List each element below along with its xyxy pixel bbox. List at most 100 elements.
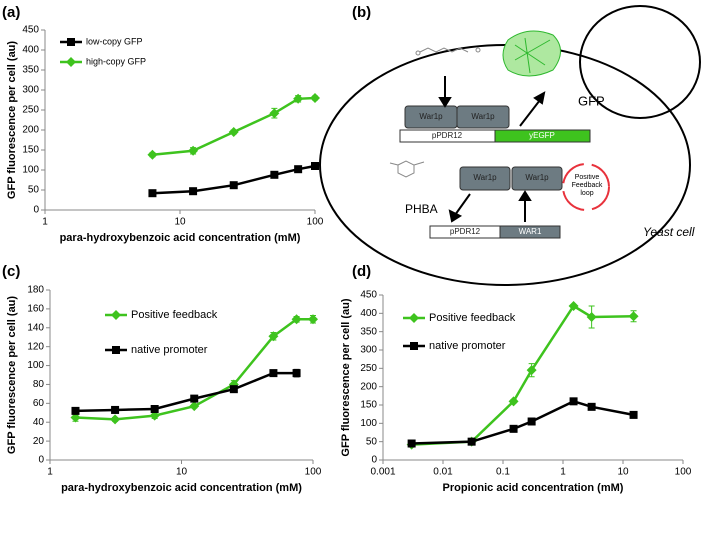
x-tick-label: 100 xyxy=(307,217,324,228)
protein-label: War1p xyxy=(525,173,549,182)
marker xyxy=(291,314,302,325)
product-label: GFP xyxy=(578,93,605,108)
marker xyxy=(111,405,120,414)
x-axis-title: Propionic acid concentration (mM) xyxy=(443,482,624,494)
inducer-label: PHBA xyxy=(405,202,438,216)
y-tick-label: 0 xyxy=(33,205,39,216)
y-tick-label: 250 xyxy=(22,105,39,116)
marker xyxy=(308,314,318,325)
y-tick-label: 300 xyxy=(22,85,39,96)
x-tick-label: 0.01 xyxy=(433,467,453,478)
marker xyxy=(70,412,81,423)
legend-label: Positive feedback xyxy=(429,312,516,324)
cell-label: Yeast cell xyxy=(643,225,695,239)
legend-label: native promoter xyxy=(429,340,506,352)
marker xyxy=(189,401,200,412)
y-tick-label: 150 xyxy=(22,145,39,156)
feedback-loop xyxy=(562,163,610,211)
protein-label: War1p xyxy=(419,112,443,121)
marker xyxy=(568,301,579,311)
marker xyxy=(67,38,75,46)
y-tick-label: 0 xyxy=(371,455,377,466)
protein-box xyxy=(456,105,510,129)
y-tick-label: 120 xyxy=(27,341,44,352)
series-line xyxy=(75,371,297,413)
marker xyxy=(407,439,416,448)
legend-label: high-copy GFP xyxy=(86,56,146,66)
arrows xyxy=(438,76,546,223)
gene-box xyxy=(499,225,561,239)
molecule-icon xyxy=(389,160,425,178)
x-tick-label: 1 xyxy=(560,467,566,478)
yeast-cell xyxy=(319,44,691,286)
y-tick-label: 60 xyxy=(33,398,45,409)
marker xyxy=(294,165,303,174)
reporter-box xyxy=(494,129,591,143)
loop-label-box: Positive Feedback loop xyxy=(571,174,603,197)
x-tick-label: 100 xyxy=(675,467,692,478)
marker xyxy=(112,346,120,354)
marker xyxy=(190,394,199,403)
x-tick-label: 100 xyxy=(305,467,322,478)
y-tick-label: 140 xyxy=(27,322,44,333)
x-tick-label: 1 xyxy=(47,467,53,478)
x-tick-label: 10 xyxy=(174,217,186,228)
marker xyxy=(150,405,159,413)
marker xyxy=(292,369,301,378)
y-tick-label: 100 xyxy=(360,418,377,429)
x-axis-title: para-hydroxybenzoic acid concentration (… xyxy=(61,482,302,494)
x-tick-label: 10 xyxy=(617,467,629,478)
y-tick-label: 0 xyxy=(38,455,44,466)
panel-b: (b) War1p War1p pPDR12 yEGFP GFP PHBA Wa… xyxy=(319,4,701,286)
marker xyxy=(527,417,536,426)
y-axis-title: GFP fluorescence per cell (au) xyxy=(6,41,18,199)
marker xyxy=(270,170,279,179)
promoter-label: pPDR12 xyxy=(432,131,463,140)
series-line xyxy=(152,96,316,157)
legend-label: low-copy GFP xyxy=(86,36,143,46)
marker xyxy=(467,437,476,446)
y-tick-label: 180 xyxy=(27,285,44,296)
marker xyxy=(587,402,596,411)
series-line xyxy=(411,399,634,445)
marker xyxy=(189,187,198,196)
series-line xyxy=(75,318,313,421)
marker xyxy=(188,145,199,156)
marker xyxy=(409,313,419,323)
y-tick-label: 50 xyxy=(28,185,40,196)
marker xyxy=(629,410,638,419)
marker xyxy=(311,162,319,170)
marker xyxy=(269,108,280,119)
panel-label: (c) xyxy=(2,263,20,280)
marker xyxy=(147,149,158,160)
molecule-icon xyxy=(415,47,481,56)
chart: (a) 0 50 100 150 200 250 300 350 400 450 1 10 100 para… xyxy=(2,4,324,244)
marker xyxy=(586,312,597,322)
y-tick-label: 350 xyxy=(22,65,39,76)
y-tick-label: 150 xyxy=(360,400,377,411)
marker xyxy=(110,414,121,425)
x-axis-title: para-hydroxybenzoic acid concentration (… xyxy=(60,232,301,244)
panel-label: (d) xyxy=(352,263,371,280)
marker xyxy=(229,181,238,190)
y-tick-label: 450 xyxy=(22,25,39,36)
y-tick-label: 20 xyxy=(33,436,45,447)
marker xyxy=(149,410,160,421)
legend-label: Positive feedback xyxy=(131,309,218,321)
y-tick-label: 50 xyxy=(366,436,378,447)
y-tick-label: 200 xyxy=(22,125,39,136)
small-cell xyxy=(579,5,701,119)
y-tick-label: 80 xyxy=(33,379,45,390)
marker xyxy=(268,331,279,342)
marker xyxy=(628,311,639,322)
gene-label: WAR1 xyxy=(519,227,542,236)
y-axis-title: GFP fluorescence per cell (au) xyxy=(6,296,18,454)
protein-label: War1p xyxy=(471,112,495,121)
loop-label: Positive Feedback loop xyxy=(571,174,603,197)
marker xyxy=(410,342,418,350)
marker xyxy=(229,385,238,394)
promoter-label: pPDR12 xyxy=(450,227,481,236)
protein-box xyxy=(459,166,511,191)
marker xyxy=(310,93,320,103)
